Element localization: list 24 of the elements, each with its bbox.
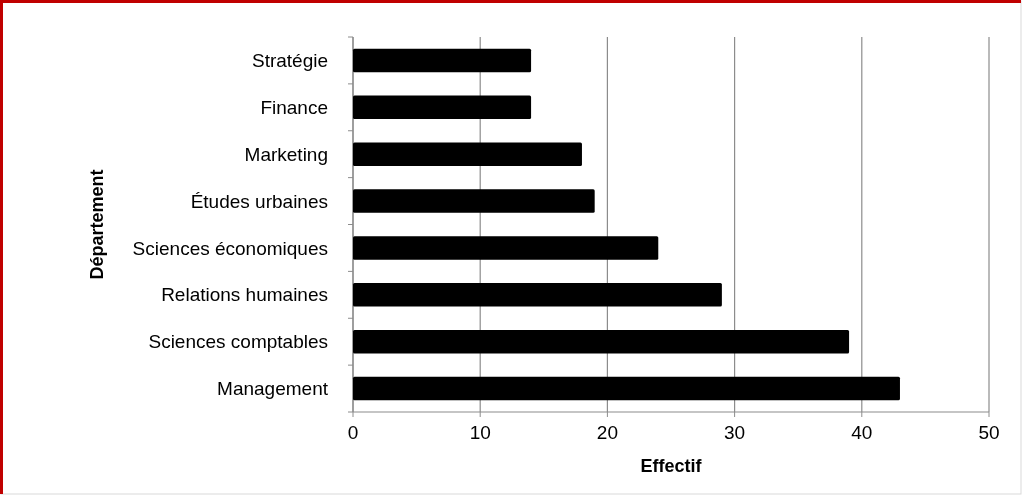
x-tick-label: 40	[851, 422, 873, 443]
y-tick-label: Management	[217, 378, 329, 400]
x-tick-label: 30	[724, 422, 746, 443]
bar	[353, 283, 722, 307]
y-tick-label: Marketing	[244, 143, 328, 165]
y-tick-label: Études urbaines	[190, 190, 328, 212]
y-tick-label: Sciences économiques	[132, 237, 328, 259]
bar	[353, 48, 532, 73]
y-tick-label: Sciences comptables	[148, 331, 328, 353]
x-tick-label: 50	[978, 422, 1000, 443]
bar	[353, 376, 900, 401]
y-axis-title: Département	[87, 169, 107, 280]
x-tick-label: 10	[469, 422, 491, 443]
bar	[353, 189, 595, 213]
x-tick-label: 0	[347, 422, 359, 443]
y-tick-label: Finance	[260, 96, 328, 118]
bar	[353, 95, 532, 120]
x-tick-label: 20	[596, 422, 618, 443]
bar	[353, 329, 850, 354]
x-axis-title: Effectif	[640, 456, 703, 476]
y-tick-label: Relations humaines	[161, 284, 328, 306]
bar	[353, 236, 659, 260]
y-tick-label: Stratégie	[251, 50, 328, 72]
bar	[353, 142, 582, 166]
